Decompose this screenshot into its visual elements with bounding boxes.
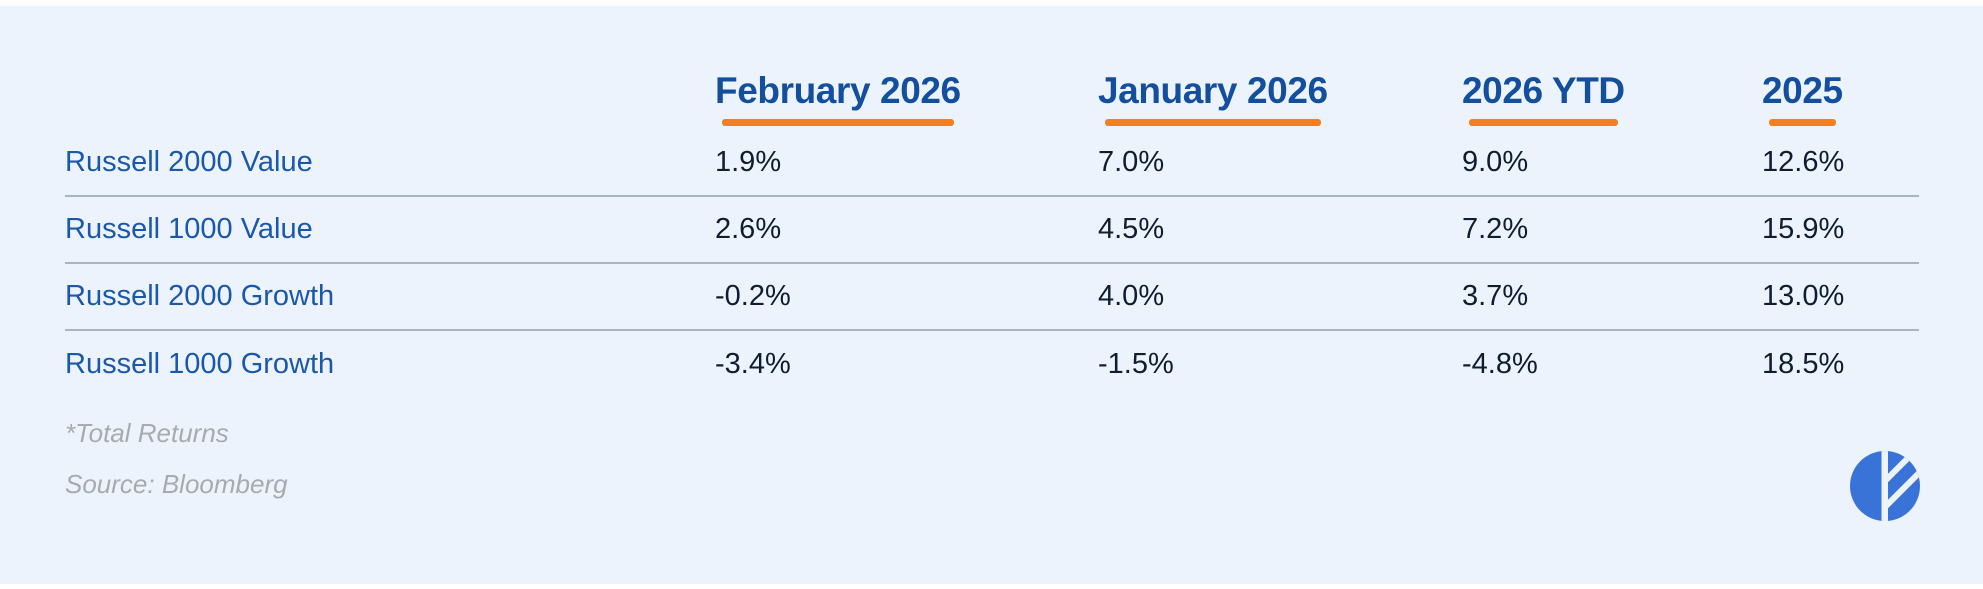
table-row-russell-1000-value: Russell 1000 Value 2.6% 4.5% 7.2% 15.9% xyxy=(65,197,1919,264)
row-label: Russell 1000 Value xyxy=(65,213,313,245)
cell-value: 7.2% xyxy=(1462,213,1529,245)
header-2025: 2025 xyxy=(1762,72,1843,126)
returns-table-panel: February 2026 January 2026 2026 YTD 2025 xyxy=(0,6,1983,584)
row-label: Russell 1000 Growth xyxy=(65,348,335,380)
brand-logo-icon xyxy=(1850,451,1920,521)
header-underline-accent xyxy=(1105,119,1321,126)
column-header-label: 2025 xyxy=(1762,70,1843,111)
header-2026-ytd: 2026 YTD xyxy=(1462,72,1625,126)
header-cell-2026-ytd: 2026 YTD xyxy=(1462,72,1762,126)
footnote-total-returns: *Total Returns xyxy=(65,418,229,448)
header-underline-accent xyxy=(1469,119,1618,126)
cell-value: 2.6% xyxy=(715,213,782,245)
cell-value: 13.0% xyxy=(1762,280,1845,312)
cell-value: 3.7% xyxy=(1462,280,1529,312)
table-body: Russell 2000 Value 1.9% 7.0% 9.0% 12.6% … xyxy=(65,130,1919,398)
header-cell-february-2026: February 2026 xyxy=(715,72,1098,126)
cell-value: -0.2% xyxy=(715,280,791,312)
table-row-russell-2000-growth: Russell 2000 Growth -0.2% 4.0% 3.7% 13.0… xyxy=(65,264,1919,331)
table-row-russell-1000-growth: Russell 1000 Growth -3.4% -1.5% -4.8% 18… xyxy=(65,331,1919,398)
cell-value: 1.9% xyxy=(715,146,782,178)
cell-value: -1.5% xyxy=(1098,348,1174,380)
cell-value: 9.0% xyxy=(1462,146,1529,178)
header-february-2026: February 2026 xyxy=(715,72,961,126)
table-row-russell-2000-value: Russell 2000 Value 1.9% 7.0% 9.0% 12.6% xyxy=(65,130,1919,197)
cell-value: 7.0% xyxy=(1098,146,1165,178)
cell-value: 4.5% xyxy=(1098,213,1165,245)
column-header-label: 2026 YTD xyxy=(1462,70,1625,111)
row-label: Russell 2000 Value xyxy=(65,146,313,178)
cell-value: 12.6% xyxy=(1762,146,1845,178)
row-label: Russell 2000 Growth xyxy=(65,280,335,312)
column-header-label: February 2026 xyxy=(715,70,961,111)
cell-value: -3.4% xyxy=(715,348,791,380)
header-underline-accent xyxy=(722,119,954,126)
header-underline-accent xyxy=(1769,119,1836,126)
cell-value: -4.8% xyxy=(1462,348,1538,380)
cell-value: 4.0% xyxy=(1098,280,1165,312)
header-january-2026: January 2026 xyxy=(1098,72,1328,126)
cell-value: 18.5% xyxy=(1762,348,1845,380)
header-cell-2025: 2025 xyxy=(1762,72,1919,126)
table-header-row: February 2026 January 2026 2026 YTD 2025 xyxy=(65,72,1919,126)
returns-table: February 2026 January 2026 2026 YTD 2025 xyxy=(65,6,1919,398)
header-cell-january-2026: January 2026 xyxy=(1098,72,1462,126)
column-header-label: January 2026 xyxy=(1098,70,1328,111)
footnote-source: Source: Bloomberg xyxy=(65,469,288,499)
cell-value: 15.9% xyxy=(1762,213,1845,245)
